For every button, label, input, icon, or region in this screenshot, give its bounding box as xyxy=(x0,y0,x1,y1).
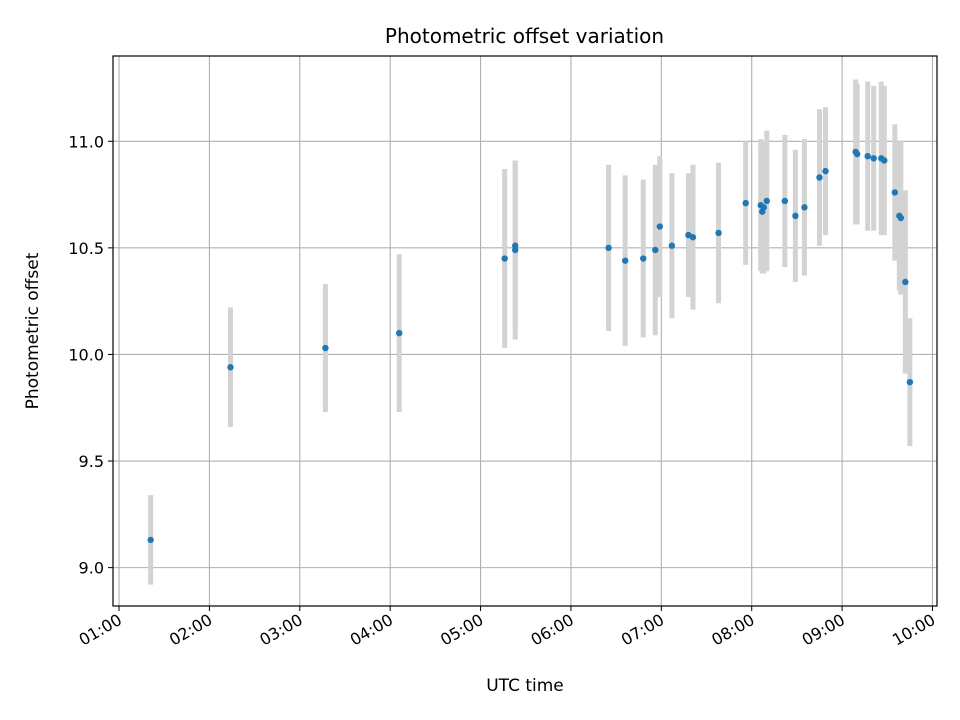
data-point-28 xyxy=(864,152,871,160)
data-point-31 xyxy=(881,157,888,164)
data-point-10 xyxy=(652,246,659,254)
data-point-14 xyxy=(689,234,697,241)
data-point-23 xyxy=(801,204,808,211)
data-point-11 xyxy=(656,223,664,230)
y-tick-label-2: 10.0 xyxy=(68,345,104,364)
chart-title: Photometric offset variation xyxy=(385,24,664,48)
y-axis-label: Photometric offset xyxy=(23,252,43,409)
data-point-25 xyxy=(822,167,829,175)
data-point-15 xyxy=(715,229,722,237)
data-point-27 xyxy=(853,150,861,158)
data-point-4 xyxy=(501,255,508,262)
x-axis-label: UTC time xyxy=(486,676,564,696)
data-point-29 xyxy=(870,155,877,162)
y-tick-label-3: 10.5 xyxy=(68,239,104,258)
data-point-36 xyxy=(906,378,914,386)
data-point-2 xyxy=(322,344,329,352)
data-point-1 xyxy=(227,364,234,371)
data-point-9 xyxy=(640,255,647,262)
y-tick-label-0: 9.0 xyxy=(79,559,104,578)
data-point-19 xyxy=(760,204,767,211)
data-point-7 xyxy=(605,244,612,252)
data-point-34 xyxy=(897,214,905,222)
grid xyxy=(113,56,937,606)
data-point-6 xyxy=(512,242,519,249)
y-tick-label-4: 11.0 xyxy=(68,132,104,151)
data-point-24 xyxy=(816,174,823,181)
data-point-8 xyxy=(621,257,629,264)
y-tick-label-1: 9.5 xyxy=(79,452,104,471)
data-point-21 xyxy=(781,197,789,205)
data-point-0 xyxy=(147,536,154,544)
y-axis: 9.0 9.5 10.0 10.5 11.0 xyxy=(68,132,113,578)
data-point-22 xyxy=(792,212,799,220)
data-point-35 xyxy=(902,278,909,286)
data-point-16 xyxy=(742,199,749,207)
data-point-3 xyxy=(396,329,403,337)
data-point-32 xyxy=(891,189,899,196)
data-point-20 xyxy=(763,197,770,205)
data-point-12 xyxy=(668,242,676,249)
data-points xyxy=(147,148,914,544)
plot-frame xyxy=(112,55,938,607)
